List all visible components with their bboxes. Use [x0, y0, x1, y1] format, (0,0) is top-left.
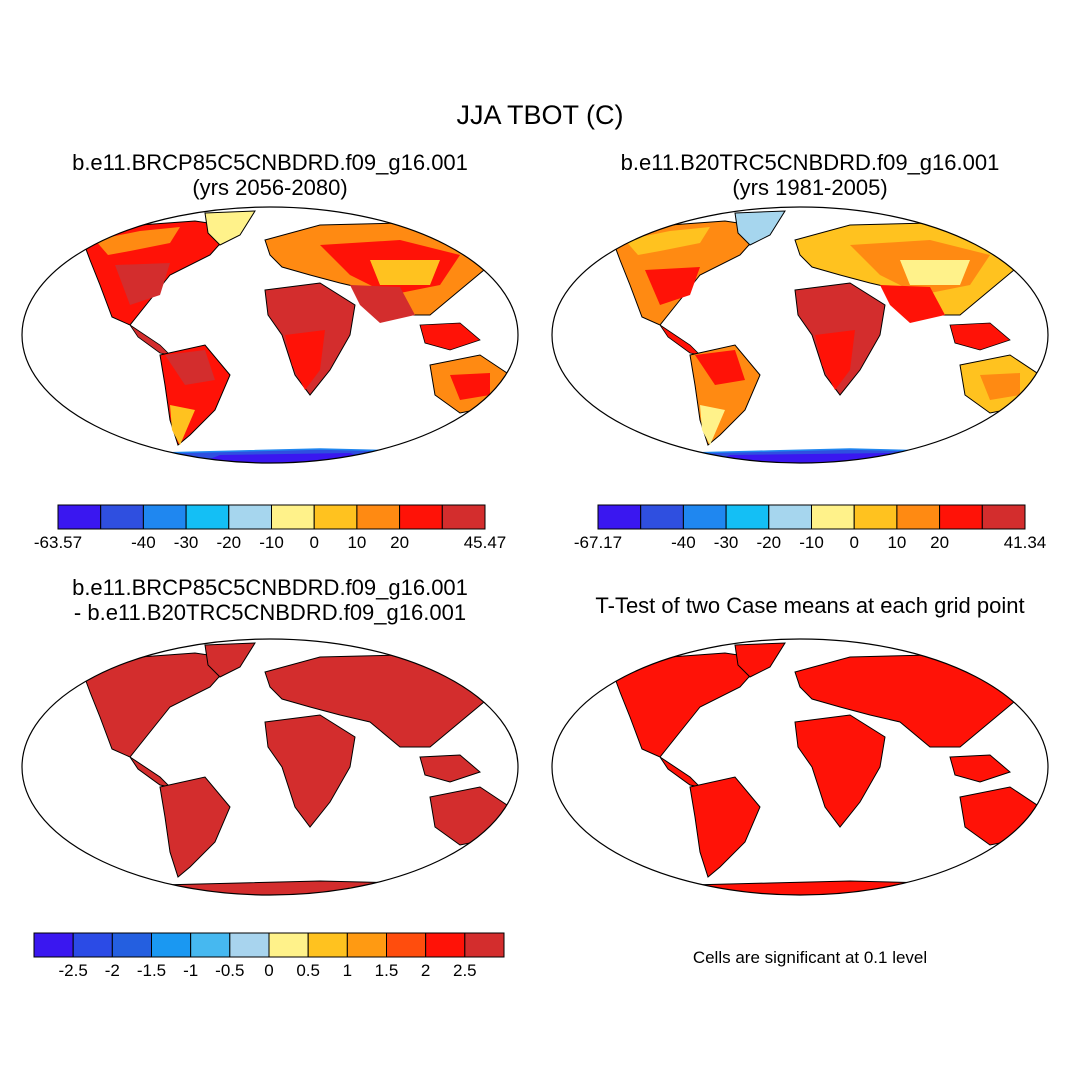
- colorbar-swatch: [229, 932, 270, 958]
- colorbar-swatch: [151, 932, 192, 958]
- colorbar-tick-label: -0.5: [215, 961, 244, 980]
- colorbar-tick-label: -20: [757, 533, 782, 552]
- colorbar-swatch: [307, 932, 348, 958]
- panel-1-title-line1: b.e11.BRCP85C5CNBDRD.f09_g16.001: [72, 150, 468, 175]
- map-ttest-significance: [551, 638, 1049, 896]
- map-1-land: [79, 210, 511, 463]
- colorbar-tick-label: 1.5: [375, 961, 399, 980]
- colorbar-swatch: [896, 504, 941, 530]
- colorbar-tick-label: -1.5: [137, 961, 166, 980]
- colorbar-swatch: [313, 504, 358, 530]
- colorbar-tick-label: -40: [131, 533, 156, 552]
- colorbar-swatch: [939, 504, 983, 530]
- colorbar-tick-label: 41.34: [1004, 533, 1047, 552]
- colorbar-swatch: [268, 932, 309, 958]
- map-3-land: [79, 642, 511, 895]
- panel-1-title: b.e11.BRCP85C5CNBDRD.f09_g16.001 (yrs 20…: [20, 150, 520, 200]
- colorbar-tick-label: -2.5: [59, 961, 88, 980]
- colorbar-swatch: [356, 504, 401, 530]
- colorbar-historical: -67.17 -40 -30 -20 -10 0 10 20 41.34: [574, 504, 1047, 552]
- colorbar-swatch: [142, 504, 187, 530]
- colorbar-swatch: [399, 504, 443, 530]
- colorbar-tick-label: 20: [930, 533, 949, 552]
- colorbar-tick-label: -30: [714, 533, 739, 552]
- panel-2-title: b.e11.B20TRC5CNBDRD.f09_g16.001 (yrs 198…: [560, 150, 1060, 200]
- colorbar-swatch: [981, 504, 1026, 530]
- colorbar-swatch: [190, 932, 231, 958]
- colorbar-tick-label: -20: [217, 533, 242, 552]
- colorbar-swatch: [811, 504, 855, 530]
- colorbar-swatch: [768, 504, 813, 530]
- panel-1-title-line2: (yrs 2056-2080): [192, 175, 348, 200]
- colorbar-tick-label: 0: [264, 961, 273, 980]
- colorbar-swatch: [228, 504, 273, 530]
- map-difference: [21, 638, 519, 896]
- colorbar-swatch: [72, 932, 113, 958]
- colorbar-swatch: [725, 504, 770, 530]
- colorbar-swatch: [640, 504, 684, 530]
- colorbar-tick-label: -10: [799, 533, 824, 552]
- colorbar-swatch: [346, 932, 388, 958]
- colorbar-tick-label: 1: [343, 961, 352, 980]
- panel-4-title-line1: T-Test of two Case means at each grid po…: [595, 593, 1025, 618]
- colorbar-tick-label: 45.47: [464, 533, 507, 552]
- colorbar-swatch: [271, 504, 315, 530]
- colorbar-tick-label: 2: [421, 961, 430, 980]
- colorbar-swatch: [57, 504, 102, 530]
- colorbar-tick-label: 10: [887, 533, 906, 552]
- figure-title: JJA TBOT (C): [456, 100, 624, 130]
- panel-3-title-line1: b.e11.BRCP85C5CNBDRD.f09_g16.001: [72, 575, 468, 600]
- panel-3-title: b.e11.BRCP85C5CNBDRD.f09_g16.001 - b.e11…: [20, 575, 520, 625]
- colorbar-swatch: [386, 932, 427, 958]
- colorbar-tick-label: 10: [347, 533, 366, 552]
- map-future-temperature: [21, 206, 519, 464]
- colorbar-swatch: [425, 932, 466, 958]
- colorbar-tick-label: -30: [174, 533, 199, 552]
- colorbar-swatch: [682, 504, 727, 530]
- map-4-land: [609, 642, 1041, 895]
- colorbar-tick-label: 0: [309, 533, 318, 552]
- panel-2-title-line1: b.e11.B20TRC5CNBDRD.f09_g16.001: [620, 150, 1000, 175]
- colorbar-swatch: [111, 932, 153, 958]
- colorbar-difference: -2.5 -2 -1.5 -1 -0.5 0 0.5 1 1.5 2 2.5: [33, 932, 505, 980]
- colorbar-swatch: [185, 504, 230, 530]
- colorbar-tick-label: -67.17: [574, 533, 622, 552]
- colorbar-swatch: [100, 504, 144, 530]
- significance-note: Cells are significant at 0.1 level: [692, 948, 928, 967]
- colorbar-tick-label: 0.5: [296, 961, 320, 980]
- map-2-land: [609, 210, 1041, 463]
- colorbar-tick-label: 0: [849, 533, 858, 552]
- colorbar-tick-label: -40: [671, 533, 696, 552]
- colorbar-tick-label: -10: [259, 533, 284, 552]
- colorbar-tick-label: -2: [105, 961, 120, 980]
- colorbar-swatch: [597, 504, 642, 530]
- colorbar-swatch: [441, 504, 486, 530]
- colorbar-swatch: [853, 504, 898, 530]
- colorbar-swatch: [33, 932, 74, 958]
- colorbar-tick-label: -63.57: [34, 533, 82, 552]
- panel-2-title-line2: (yrs 1981-2005): [732, 175, 888, 200]
- colorbar-swatch: [464, 932, 505, 958]
- panel-3-title-line2: - b.e11.B20TRC5CNBDRD.f09_g16.001: [73, 600, 467, 625]
- colorbar-tick-label: 2.5: [453, 961, 477, 980]
- panel-4-title: T-Test of two Case means at each grid po…: [560, 593, 1060, 618]
- colorbar-tick-label: 20: [390, 533, 409, 552]
- map-historical-temperature: [551, 206, 1049, 464]
- colorbar-future: -63.57 -40 -30 -20 -10 0 10 20 45.47: [34, 504, 507, 552]
- colorbar-tick-label: -1: [183, 961, 198, 980]
